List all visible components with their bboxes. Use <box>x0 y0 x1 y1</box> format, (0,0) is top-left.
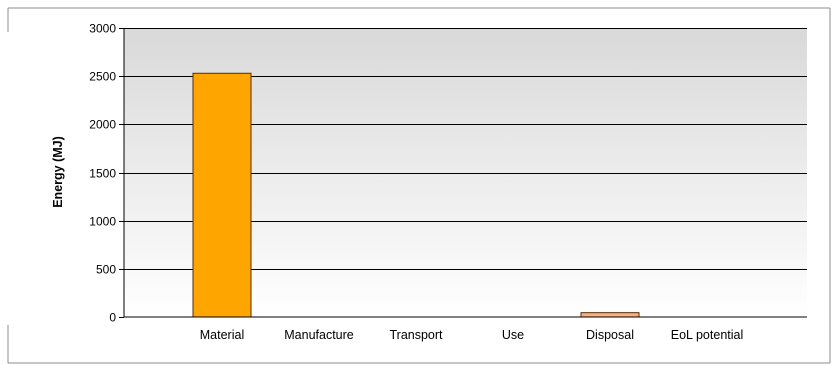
bar-material <box>192 72 252 318</box>
y-tick-label: 2000 <box>89 118 116 132</box>
chart-frame <box>7 7 831 364</box>
bars <box>192 72 640 318</box>
x-category-label: Manufacture <box>284 328 354 342</box>
y-tick-labels: 0 500 1000 1500 2000 2500 3000 <box>89 22 124 325</box>
y-tick-label: 2500 <box>89 70 116 84</box>
x-category-label: EoL potential <box>671 328 744 342</box>
y-tick-label: 3000 <box>89 22 116 36</box>
x-category-label: Material <box>200 328 244 342</box>
y-axis-title: Energy (MJ) <box>51 136 65 208</box>
y-tick-label: 1500 <box>89 167 116 181</box>
bar-disposal <box>580 312 640 318</box>
y-tick-label: 0 <box>109 311 116 325</box>
y-tick-label: 500 <box>96 263 116 277</box>
x-category-label: Disposal <box>586 328 634 342</box>
x-category-label: Use <box>502 328 524 342</box>
x-category-labels: Material Manufacture Transport Use Disposal E… <box>200 328 743 342</box>
x-category-label: Transport <box>389 328 443 342</box>
y-tick-label: 1000 <box>89 215 116 229</box>
